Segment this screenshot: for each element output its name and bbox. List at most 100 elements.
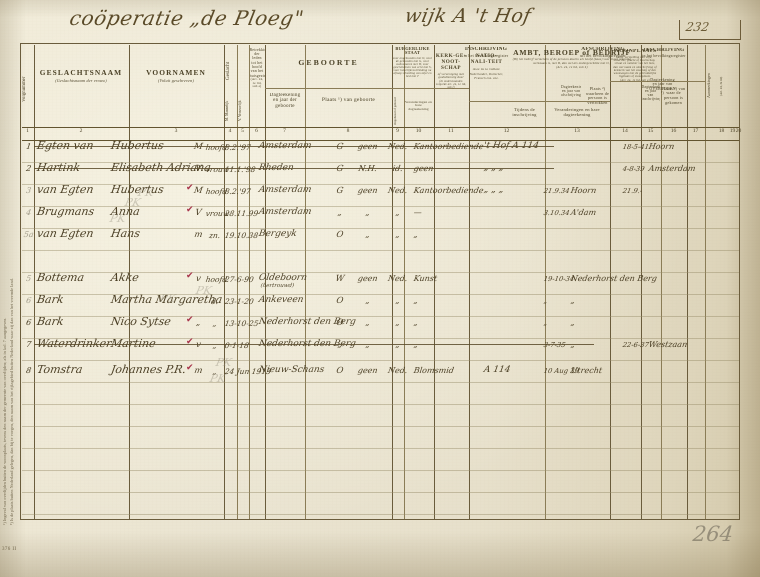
register-grid: Volgnummer GESLACHTSNAAM (Geslachtsnaam …: [21, 44, 739, 519]
gridline-c3: [223, 44, 225, 519]
colheader-geboorte-plaats: Plaats ¹) van geboorte: [321, 96, 376, 103]
column-number-5: 5: [241, 128, 244, 134]
colheader-afschr-datum: Dagteekening en jaar van afschrijving: [561, 85, 581, 98]
page-number: 264: [691, 522, 735, 546]
column-number-1: 1: [26, 128, 29, 134]
gridline-c13: [609, 44, 611, 519]
gridline-colnum-bottom: [21, 139, 739, 141]
cell-woonplaats[interactable]: A 114: [483, 365, 512, 375]
cell-inschr-datum[interactable]: 10 Aug 39: [543, 367, 580, 376]
pencil-annotation: PK: [214, 356, 234, 369]
colheader-ambt-veranderingen: Veranderingen en hare dagteekening: [554, 106, 600, 117]
red-check-mark: ✔: [186, 337, 194, 347]
gridline-c10: [468, 44, 470, 519]
colheader-ambt-tijdens: Tijdens de inschrijving: [512, 106, 537, 117]
colheader-nationaliteit: NATIO-NALI-TEIT door in te vullen: Neder…: [469, 52, 504, 80]
column-number-11: 11: [448, 128, 454, 134]
gridline-c4b: [248, 44, 250, 519]
groupheader-ambt-beroep: AMBT, BEROEP of BEDRIJF (Bij het bedrijf…: [512, 48, 632, 70]
gridline-ambt-split2: [544, 100, 610, 102]
red-check-mark: ✔: [186, 183, 194, 193]
margin-footnote-1: ¹) Ingeval van overlijden buiten de woon…: [2, 317, 7, 525]
row-strikethrough: [34, 344, 594, 345]
column-number-9: 9: [396, 128, 399, 134]
cell-geslachtsnaam[interactable]: Tomstra: [36, 363, 84, 376]
gridline-ambt-split: [468, 100, 610, 102]
form-code: 376 II: [2, 547, 17, 552]
gridline-c1: [33, 44, 35, 519]
gridline-c14: [640, 44, 642, 519]
gridline-c7: [391, 44, 393, 519]
row-strikethrough: [34, 168, 554, 169]
cell-geboorte-plaats[interactable]: Nieuw-Schans: [258, 365, 325, 375]
pencil-annotation: PK: [108, 212, 128, 225]
column-number-12: 12: [503, 128, 510, 134]
column-number-18: 18: [718, 128, 725, 134]
gridline-c12: [544, 44, 546, 519]
cell-kerk[interactable]: geen: [357, 366, 379, 375]
column-number-19: 19: [729, 128, 736, 134]
gridline-header-bottom: [21, 126, 739, 128]
colheader-woonplaats: WOONPLAATS door vermelding van wijk, kwa…: [613, 48, 657, 82]
column-number-20: 20: [735, 128, 742, 134]
gridline-c18: [704, 44, 706, 519]
pencil-annotation: PK: [208, 372, 228, 385]
cell-beroep[interactable]: Blomsmid: [413, 366, 455, 375]
gridline-c8: [403, 44, 405, 519]
red-check-mark: ✔: [186, 363, 194, 373]
pencil-annotation: PK: [136, 186, 156, 199]
groupheader-inschrijving-main: INSCHRIJVING in het bevolkingsregister: [463, 47, 509, 58]
column-number-10: 10: [415, 128, 422, 134]
gridline-c9: [433, 44, 435, 519]
column-number-8: 8: [346, 128, 350, 134]
colheader-afschr-plaats: Plaats ²) waarheen de persoon is vertrok…: [585, 87, 610, 106]
gridline-c16: [660, 44, 662, 519]
cell-nationaliteit[interactable]: Ned.: [387, 366, 409, 375]
header-number-box: [679, 20, 741, 40]
colheader-betrekking: Betrekking der leden tot het hoofd van h…: [249, 47, 265, 89]
groupheader-burgerlijke-staat: BURGERLIJKE STAAT voor ongehuwden met O,…: [392, 46, 433, 79]
cell-burgerlijke-staat[interactable]: O: [335, 365, 345, 376]
margin-footnote-2: ²) Is de plaats buiten Nederland gelegen…: [9, 278, 14, 525]
cell-nr[interactable]: 8: [25, 366, 32, 375]
pencil-annotation: PK: [194, 284, 214, 297]
colheader-bs-veranderingen: Veranderingen en hare dagteekening: [404, 100, 433, 112]
margin-footnotes: ¹) Ingeval van overlijden buiten de woon…: [2, 150, 18, 530]
register-table: [20, 43, 740, 520]
red-check-mark: ✔: [186, 271, 194, 281]
column-number-14: 14: [622, 128, 628, 134]
column-number-15: 15: [647, 128, 654, 134]
gridline-c2: [128, 44, 130, 519]
column-number-4: 4: [228, 128, 232, 134]
colheader-overlijden: Dagteekening en jaar van OVERLIJDEN ¹): [649, 78, 676, 96]
cell-inschr-plaats[interactable]: Utrecht: [570, 366, 603, 375]
column-number-17: 17: [692, 128, 699, 134]
cell-voornamen[interactable]: Johannes P.R.: [110, 363, 188, 376]
groupheader-geboorte: GEBOORTE: [298, 58, 359, 67]
colheader-kerkgenootschap: KERK-GE-NOOT-SCHAP of vereeniging met go…: [435, 52, 467, 90]
gridline-inschr-split: [609, 80, 705, 82]
colheader-voornamen: VOORNAMEN (Voluit geschreven): [146, 68, 206, 84]
gridline-c17: [686, 44, 688, 519]
colheader-geslachtsnaam: GESLACHTSNAAM (Geslachtsnaam der vrouw): [39, 68, 123, 84]
pencil-annotation: PK: [158, 292, 178, 305]
column-number-2: 2: [79, 128, 83, 134]
column-number-13: 13: [574, 128, 580, 134]
column-number-7: 7: [283, 128, 286, 134]
column-number-16: 16: [670, 128, 677, 134]
groupheader-afschrijving: AFSCHRIJVING uit het bevolkingsregister: [580, 47, 626, 58]
gridline-c4a: [236, 44, 238, 519]
row-strikethrough: [34, 146, 554, 147]
gridline-geboorte-split: [264, 87, 469, 89]
colheader-geboorte-datum: Dagteekening en jaar der geboorte: [269, 92, 301, 109]
